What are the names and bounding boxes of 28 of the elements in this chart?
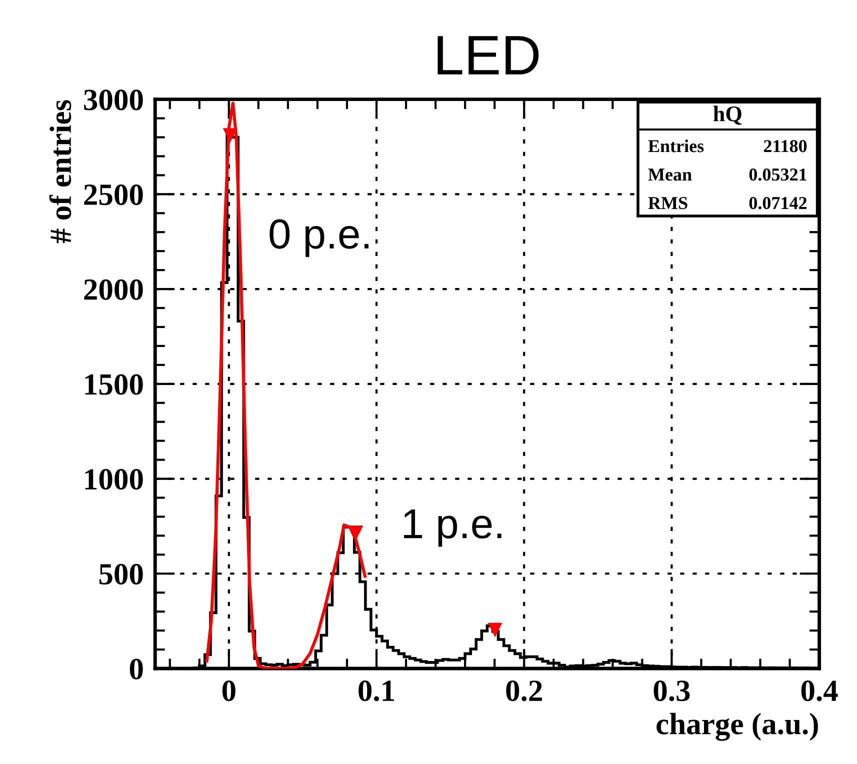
annotation: 0.07142 — [749, 196, 807, 210]
y-tick-label: 2500 — [84, 184, 143, 206]
line-series — [205, 102, 367, 668]
x-axis-title: charge (a.u.) — [656, 712, 818, 741]
annotation: 0 p.e. — [270, 219, 368, 258]
y-tick-label: 1500 — [85, 374, 143, 395]
annotation: hQ — [713, 106, 742, 125]
annotation: RMS — [648, 197, 688, 210]
annotation: 0.05321 — [749, 168, 806, 181]
annotation: Entries — [648, 140, 704, 152]
annotation: 1 p.e. — [404, 509, 502, 547]
point — [488, 622, 502, 638]
point — [348, 526, 364, 540]
chart-title: LED — [438, 36, 539, 74]
y-tick-label: 2000 — [84, 279, 143, 300]
y-axis-title: # of entries — [49, 100, 72, 244]
x-tick-label: 0.3 — [654, 680, 690, 702]
x-tick-label: 0 — [222, 680, 236, 702]
point — [222, 128, 238, 143]
x-tick-label: 0.2 — [506, 680, 542, 702]
y-tick-label: 1000 — [85, 469, 143, 490]
annotation: Mean — [648, 168, 692, 181]
y-tick-label: 500 — [99, 564, 143, 585]
x-tick-label: 0.1 — [358, 680, 394, 702]
y-tick-label: 3000 — [84, 90, 143, 110]
annotation: 21180 — [764, 140, 807, 152]
x-tick-label: 0.4 — [801, 680, 838, 702]
y-tick-label: 0 — [130, 658, 143, 680]
